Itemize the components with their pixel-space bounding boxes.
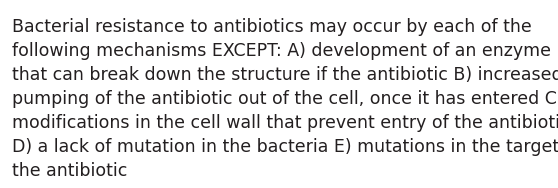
Text: the antibiotic: the antibiotic bbox=[12, 162, 127, 180]
Text: following mechanisms EXCEPT: A) development of an enzyme: following mechanisms EXCEPT: A) developm… bbox=[12, 42, 551, 60]
Text: pumping of the antibiotic out of the cell, once it has entered C): pumping of the antibiotic out of the cel… bbox=[12, 90, 558, 108]
Text: Bacterial resistance to antibiotics may occur by each of the: Bacterial resistance to antibiotics may … bbox=[12, 18, 532, 36]
Text: modifications in the cell wall that prevent entry of the antibiotic: modifications in the cell wall that prev… bbox=[12, 114, 558, 132]
Text: D) a lack of mutation in the bacteria E) mutations in the target of: D) a lack of mutation in the bacteria E)… bbox=[12, 138, 558, 156]
Text: that can break down the structure if the antibiotic B) increased: that can break down the structure if the… bbox=[12, 66, 558, 84]
